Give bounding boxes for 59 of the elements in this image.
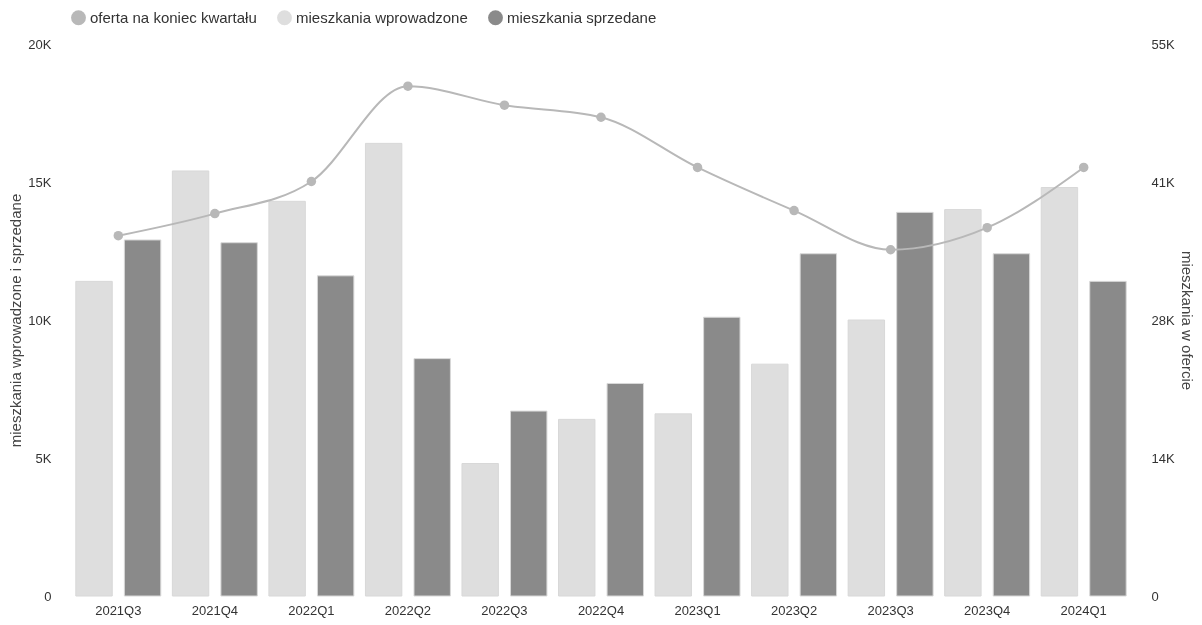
x-tick-label: 2024Q1 <box>1060 602 1107 618</box>
bar <box>1089 280 1127 597</box>
point <box>210 208 220 219</box>
bar <box>703 316 741 597</box>
y2-tick-label: 55K <box>1151 36 1175 52</box>
point <box>692 162 703 173</box>
y-tick-label: 5K <box>35 450 52 466</box>
y-tick-label: 0 <box>44 588 52 604</box>
point <box>789 205 799 216</box>
y2-tick-label: 28K <box>1151 312 1175 328</box>
x-tick-label: 2021Q4 <box>191 602 238 618</box>
point <box>113 230 124 241</box>
bar <box>123 239 162 597</box>
point <box>403 81 413 91</box>
point <box>306 176 317 187</box>
x-tick-label: 2023Q1 <box>674 602 721 618</box>
bar <box>896 211 934 597</box>
bar <box>992 253 1031 597</box>
point <box>982 222 992 233</box>
bar <box>220 242 258 597</box>
x-tick-label: 2023Q3 <box>867 602 914 618</box>
x-tick-label: 2021Q3 <box>95 602 142 618</box>
y2-axis-title: mieszkania w ofercie <box>1178 250 1196 391</box>
bar <box>316 275 355 597</box>
point <box>596 112 606 122</box>
bar <box>751 363 789 597</box>
bar <box>364 142 403 597</box>
bar <box>413 358 451 597</box>
bar <box>606 382 644 597</box>
legend-label: oferta na koniec kwartału <box>90 8 257 26</box>
y-tick-label: 20K <box>28 36 52 52</box>
x-tick-label: 2022Q1 <box>288 602 335 618</box>
y-tick-label: 15K <box>28 174 52 190</box>
x-tick-label: 2022Q4 <box>577 602 625 618</box>
bar <box>654 413 692 597</box>
bar <box>461 463 499 597</box>
x-tick-label: 2023Q4 <box>964 602 1011 618</box>
legend-label: mieszkania wprowadzone <box>296 8 468 26</box>
x-tick-label: 2022Q3 <box>481 602 528 618</box>
bar <box>268 200 306 597</box>
x-tick-label: 2022Q2 <box>384 602 432 618</box>
bar <box>558 418 596 597</box>
y-tick-label: 10K <box>28 312 52 328</box>
y2-tick-label: 41K <box>1151 174 1175 190</box>
bar <box>847 319 886 597</box>
legend-label: mieszkania sprzedane <box>507 8 657 26</box>
point <box>499 100 510 110</box>
bar <box>75 280 113 597</box>
bar <box>944 209 982 597</box>
point <box>885 245 896 255</box>
y-axis-title: mieszkania wprowadzone i sprzedane <box>7 193 25 448</box>
bar <box>799 253 838 597</box>
x-tick-label: 2023Q2 <box>770 602 818 618</box>
bar <box>1040 187 1079 597</box>
bar <box>171 170 210 597</box>
point <box>1078 162 1089 173</box>
bar <box>510 410 548 597</box>
y2-tick-label: 14K <box>1151 450 1175 466</box>
y2-tick-label: 0 <box>1151 588 1159 604</box>
